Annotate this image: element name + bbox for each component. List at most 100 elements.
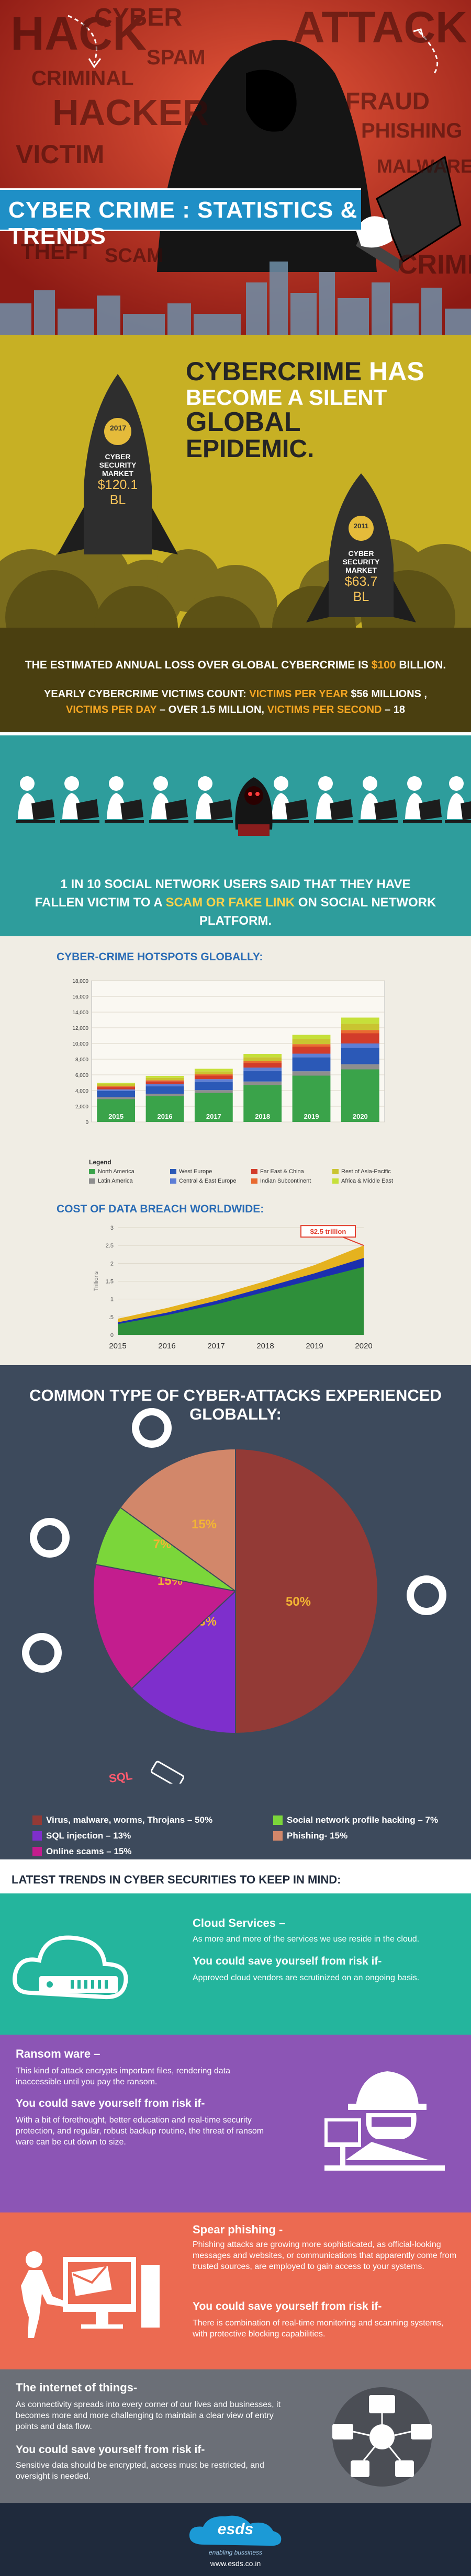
esds-logo-cloud — [189, 2515, 282, 2546]
pie-legend-swatch — [32, 1847, 42, 1856]
bar-segment — [243, 1068, 282, 1071]
iot-devices-icon — [332, 2387, 432, 2487]
bg-word: SCAM — [105, 245, 163, 267]
y-tick-label: 18,000 — [72, 979, 88, 984]
y-tick-label: 1.5 — [106, 1279, 114, 1285]
headline-1: CYBERCRIME — [186, 357, 362, 386]
loss-unit: BILLION. — [399, 659, 446, 671]
trend-spear-band: Spear phishing - Phishing attacks are gr… — [0, 2212, 471, 2369]
bg-word: FRAUD — [345, 87, 430, 115]
bar-segment — [97, 1097, 136, 1099]
header-section: HACK CRIMINAL HACKER VICTIM CYBER FRAUD … — [0, 0, 471, 335]
social-line-2b: SCAM OR FAKE LINK — [165, 895, 295, 910]
bar-segment — [341, 1030, 379, 1034]
laptop-user-icon — [445, 776, 471, 823]
spear-body: Phishing attacks are growing more sophis… — [193, 2240, 457, 2271]
bar-segment — [145, 1094, 184, 1096]
pie-legend-swatch — [273, 1815, 283, 1825]
bg-word: HACKER — [52, 92, 209, 133]
laptop-user-icon — [403, 776, 442, 823]
spear-title: Spear phishing - — [193, 2223, 283, 2236]
area-series — [118, 1267, 364, 1335]
trend-iot-band: The internet of things- As connectivity … — [0, 2369, 471, 2503]
legend-swatch — [89, 1169, 95, 1174]
loss-value: $100 — [371, 659, 396, 671]
y-tick-label: 0 — [85, 1120, 88, 1126]
x-tick-label: 2016 — [158, 1342, 175, 1351]
laptop-user-icon — [105, 776, 144, 823]
epidemic-headline: CYBERCRIME HAS BECOME A SILENT GLOBAL EP… — [186, 358, 471, 462]
victims-label: YEARLY CYBERCRIME VICTIMS COUNT: — [44, 688, 246, 700]
iot-body: As connectivity spreads into every corne… — [16, 2400, 281, 2431]
legend-item: Rest of Asia-Pacific — [332, 1168, 413, 1175]
spy-icon — [22, 1633, 62, 1673]
bar-segment — [292, 1035, 331, 1039]
legend-swatch — [332, 1178, 339, 1184]
rocket-right-market: CYBER SECURITY MARKET $63.7 BL — [335, 549, 387, 605]
y-tick-label: 0 — [110, 1332, 114, 1338]
legend-item: Latin America — [89, 1178, 170, 1184]
ransom-title: Ransom ware – — [16, 2047, 100, 2060]
laptop-users-row — [16, 776, 471, 836]
bar-segment — [97, 1086, 136, 1087]
bar-segment — [243, 1061, 282, 1063]
bar-segment — [194, 1075, 233, 1080]
callout-box — [300, 1225, 356, 1238]
y-tick-label: 3 — [110, 1225, 114, 1231]
rocket-right-label: CYBER SECURITY MARKET — [342, 549, 380, 574]
bar-segment — [194, 1069, 233, 1072]
pie-legend-label: Phishing- 15% — [287, 1831, 348, 1841]
legend-item: Central & East Europe — [170, 1178, 251, 1184]
background-words: HACK CRIMINAL HACKER VICTIM CYBER FRAUD … — [0, 0, 471, 335]
cloud-save-heading: You could save yourself from risk if- — [193, 1955, 382, 1967]
victims-second-value: – 18 — [385, 704, 405, 716]
bar-segment — [292, 1053, 331, 1058]
ransom-body: This kind of attack encrypts important f… — [16, 2067, 230, 2086]
pie-slice — [235, 1448, 378, 1734]
laptop-user-icon — [194, 776, 233, 823]
bar-segment — [243, 1085, 282, 1122]
bar-segment — [243, 1053, 282, 1058]
legend-swatch — [332, 1169, 339, 1174]
x-tick-label: 2020 — [355, 1342, 372, 1351]
footer-url[interactable]: www.esds.co.in — [210, 2559, 261, 2568]
x-tick-label: 2016 — [158, 1113, 173, 1120]
bar-segment — [145, 1075, 184, 1078]
attacks-legend: Virus, malware, worms, Throjans – 50% Soc… — [32, 1815, 451, 1857]
bg-word: CRIMINAL — [31, 67, 134, 90]
victims-day-value: – OVER 1.5 MILLION, — [159, 704, 264, 716]
victims-per-year: VICTIMS PER YEAR — [249, 688, 348, 700]
trend-ransom-band: Ransom ware – This kind of attack encryp… — [0, 2035, 471, 2212]
bar-segment — [145, 1077, 184, 1081]
pie-legend-item: Social network profile hacking – 7% — [273, 1815, 451, 1825]
pie-slice — [95, 1506, 236, 1592]
laptop-user-icon — [270, 776, 309, 823]
cloud-server-icon — [13, 1935, 128, 2000]
laptop-user-icon — [16, 776, 55, 823]
bg-word: PHISHING — [361, 119, 463, 142]
x-tick-label: 2018 — [255, 1113, 270, 1120]
rocket-left-year: 2017 — [110, 424, 127, 432]
y-tick-label: .5 — [109, 1314, 114, 1321]
y-axis-label: Trillions — [93, 1271, 99, 1291]
pie-legend-label: Online scams – 15% — [46, 1846, 132, 1856]
legend-label: Africa & Middle East — [341, 1178, 394, 1184]
iot-save-body: Sensitive data should be encrypted, acce… — [16, 2461, 264, 2481]
legend-title: Legend — [89, 1159, 111, 1166]
bar-segment — [292, 1044, 331, 1047]
attacks-pie-chart: 50%13%15%7%15% — [22, 1408, 446, 1784]
y-tick-label: 12,000 — [72, 1026, 88, 1031]
phishing-hook-icon — [132, 1408, 172, 1448]
bar-segment — [194, 1093, 233, 1122]
legend-item: Far East & China — [251, 1168, 332, 1175]
bg-word: CRIME — [398, 249, 471, 280]
cloud-save-body: Approved cloud vendors are scrutinized o… — [193, 1973, 420, 1982]
pie-legend-item: Phishing- 15% — [273, 1831, 451, 1841]
pie-slice — [131, 1590, 236, 1734]
pie-legend-swatch — [32, 1831, 42, 1841]
iot-save-heading: You could save yourself from risk if- — [16, 2444, 205, 2456]
ransom-save-heading: You could save yourself from risk if- — [16, 2097, 205, 2109]
legend-item: West Europe — [170, 1168, 251, 1175]
breach-title: COST OF DATA BREACH WORLDWIDE: — [57, 1203, 264, 1215]
bar-segment — [243, 1063, 282, 1068]
